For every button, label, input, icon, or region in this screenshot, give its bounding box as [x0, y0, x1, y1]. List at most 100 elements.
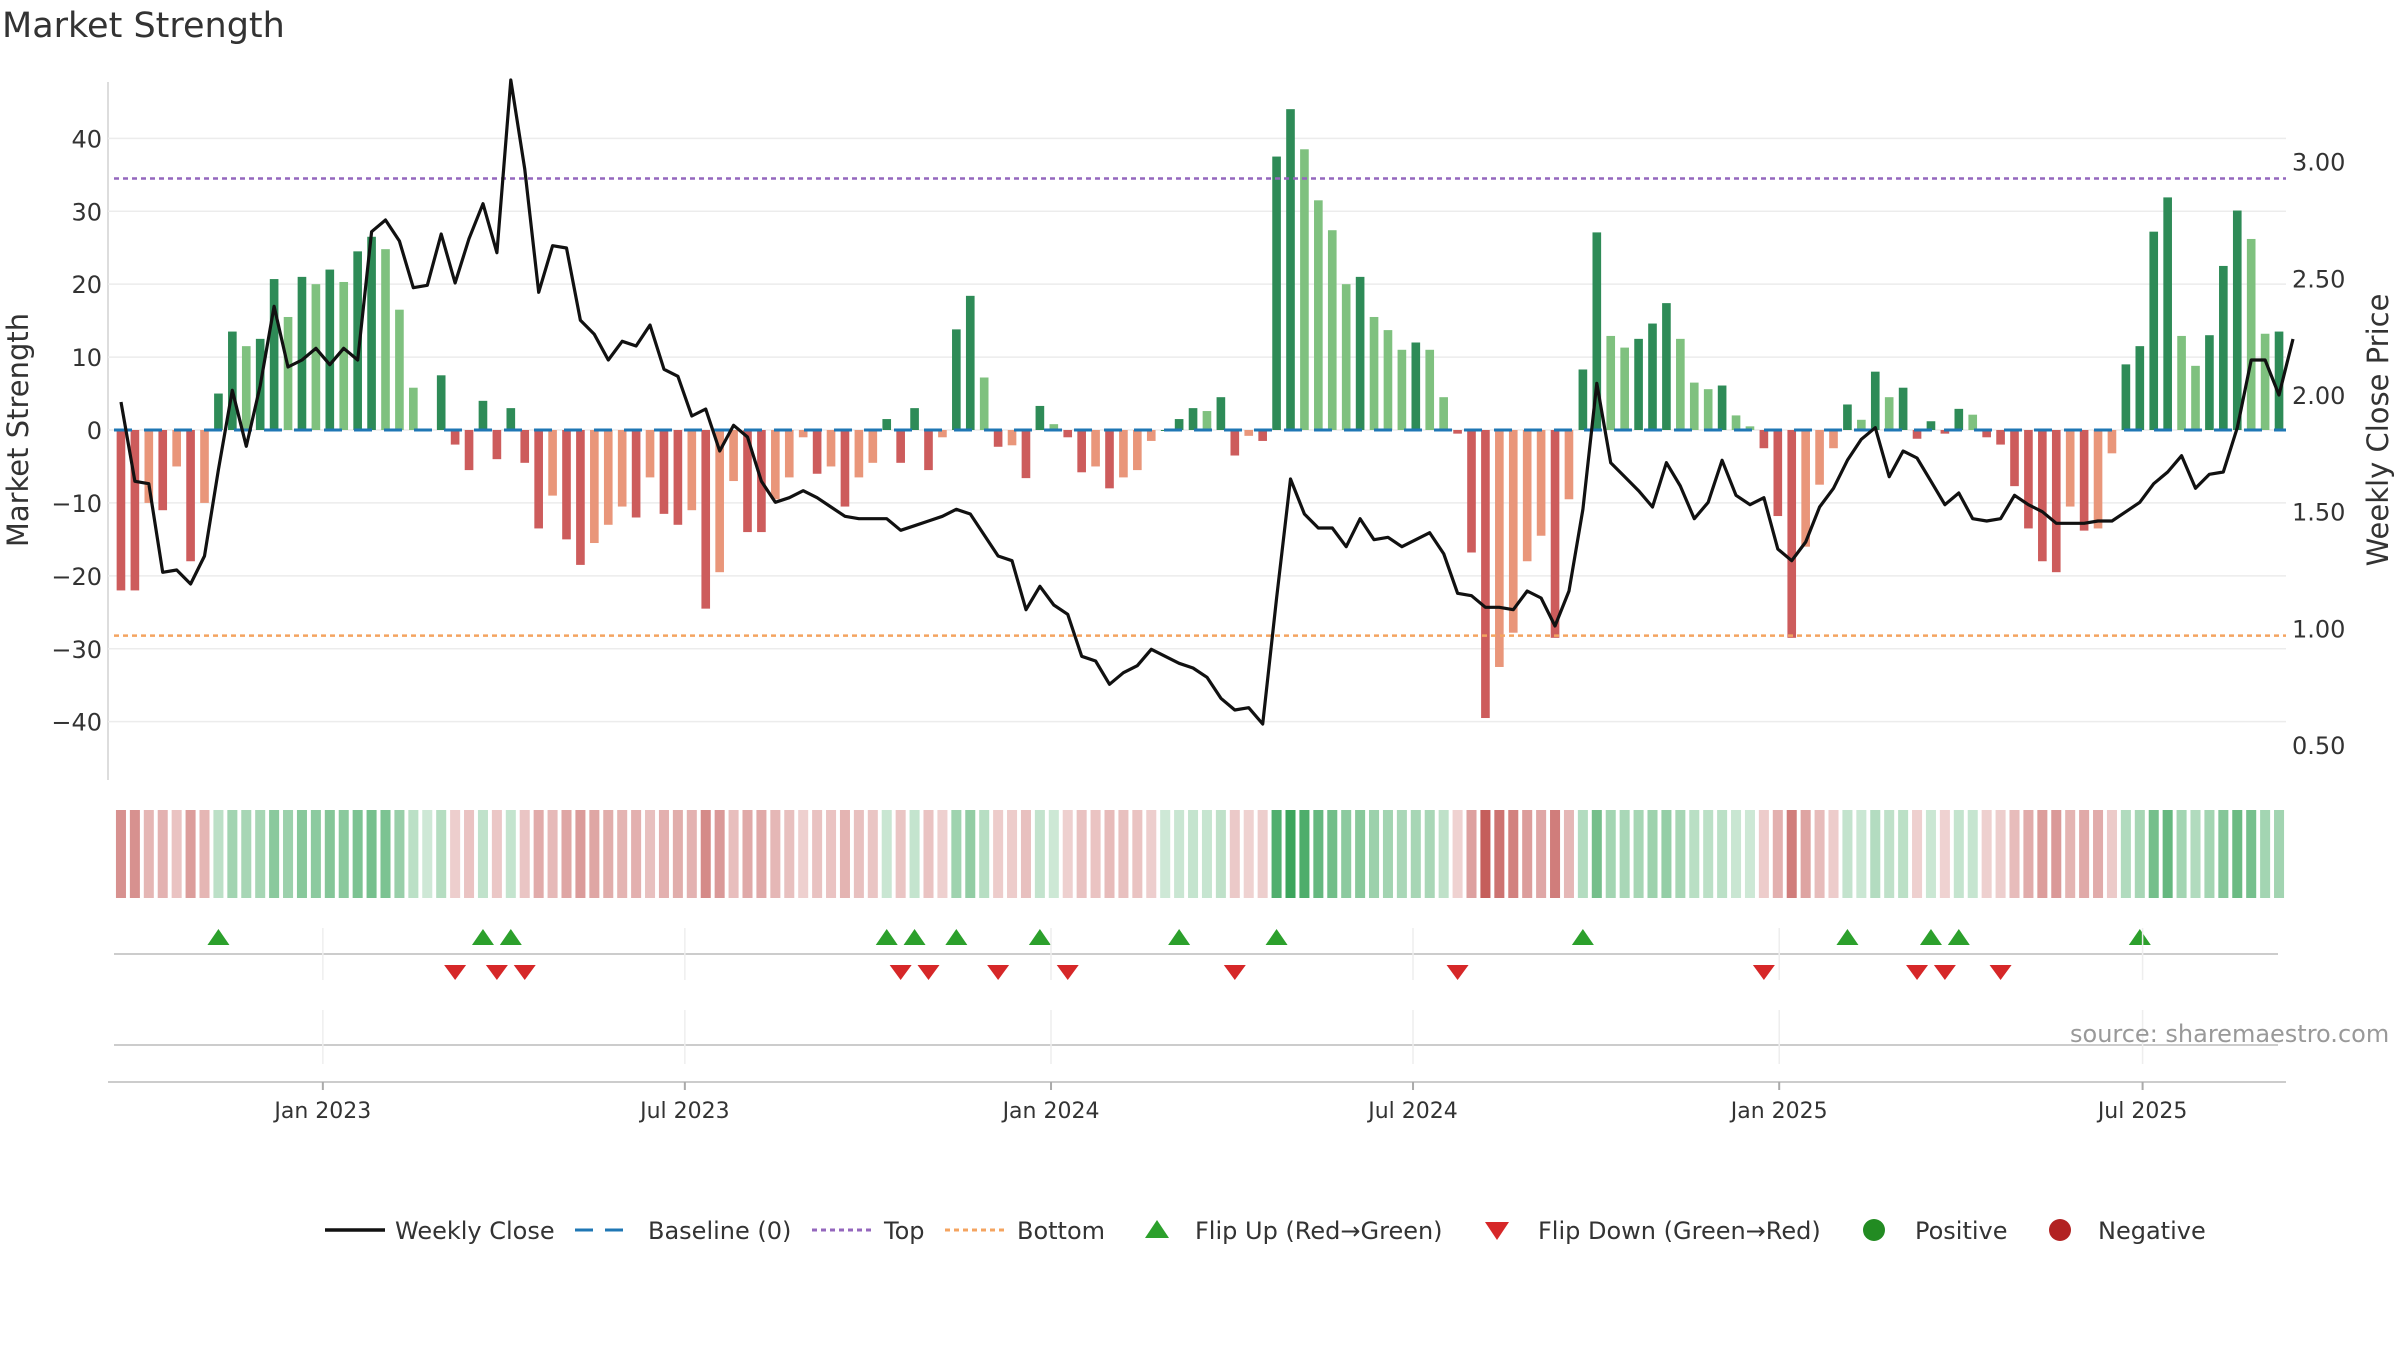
- y-tick-label: 0: [87, 417, 102, 445]
- heat-cell: [1369, 810, 1380, 898]
- heat-cell: [1424, 810, 1435, 898]
- strength-bar: [1049, 424, 1059, 430]
- strength-bar: [478, 400, 488, 430]
- strength-bar: [1077, 430, 1086, 473]
- strength-bar: [1355, 276, 1365, 430]
- x-tick-label: Jan 2025: [1729, 1099, 1828, 1124]
- strength-bar: [1982, 430, 1991, 438]
- heat-cell: [1870, 810, 1881, 898]
- heat-cell: [1522, 810, 1533, 898]
- strength-bar: [924, 430, 933, 471]
- heat-cell: [993, 810, 1004, 898]
- heat-cell: [2120, 810, 2131, 898]
- strength-bar: [2135, 346, 2145, 430]
- strength-bar: [1564, 430, 1574, 500]
- strength-bar: [826, 430, 836, 467]
- heat-cell: [255, 810, 266, 898]
- strength-bar: [1606, 335, 1616, 430]
- strength-bar: [1383, 330, 1393, 430]
- heat-cell: [2218, 810, 2229, 898]
- heat-cell: [129, 810, 140, 898]
- strength-bar: [2149, 231, 2159, 430]
- strength-bar: [1453, 430, 1462, 434]
- legend-swatch-negative: [2049, 1219, 2071, 1241]
- flip-up-marker: [1571, 929, 1594, 945]
- heat-cell: [1007, 810, 1018, 898]
- heat-cell: [1118, 810, 1129, 898]
- flip-down-marker: [1752, 965, 1775, 980]
- strength-bar: [798, 430, 808, 438]
- heat-cell: [352, 810, 363, 898]
- strength-bar: [2260, 333, 2270, 430]
- strength-bar: [297, 276, 307, 430]
- x-tick-label: Jul 2024: [1366, 1099, 1458, 1124]
- heat-cell: [1717, 810, 1728, 898]
- strength-bar: [673, 430, 683, 525]
- y2-tick-label: 1.50: [2292, 499, 2345, 527]
- legend-label: Flip Up (Red→Green): [1195, 1217, 1443, 1245]
- heat-cell: [2037, 810, 2048, 898]
- heat-cell: [2190, 810, 2201, 898]
- heat-cell: [658, 810, 669, 898]
- strength-bar: [1230, 430, 1240, 456]
- strength-bar: [2107, 430, 2117, 454]
- heat-cell: [700, 810, 711, 898]
- flip-up-marker: [207, 929, 230, 945]
- heat-cell: [1953, 810, 1964, 898]
- flip-up-marker: [1947, 929, 1970, 945]
- heat-cell: [464, 810, 475, 898]
- strength-bar: [311, 284, 321, 430]
- strength-bar: [743, 430, 752, 533]
- heat-cell: [1842, 810, 1853, 898]
- x-tick-label: Jul 2025: [2096, 1099, 2188, 1124]
- heat-cell: [408, 810, 419, 898]
- heat-cell: [1884, 810, 1895, 898]
- heat-cell: [547, 810, 558, 898]
- strength-bar: [576, 430, 585, 565]
- legend-swatch-flip-down: [1485, 1222, 1509, 1240]
- heat-cell: [394, 810, 405, 898]
- heat-cell: [867, 810, 878, 898]
- strength-bar: [979, 377, 989, 430]
- heat-cell: [1048, 810, 1059, 898]
- strength-bar: [1676, 338, 1685, 430]
- heat-cell: [171, 810, 182, 898]
- heat-cell: [1939, 810, 1950, 898]
- strength-bar: [1007, 430, 1017, 446]
- strength-bar: [1703, 389, 1713, 430]
- strength-bar: [172, 430, 181, 467]
- strength-bar: [701, 430, 711, 609]
- heat-cell: [1174, 810, 1185, 898]
- strength-bar: [1327, 230, 1337, 430]
- strength-bar: [1996, 430, 2005, 445]
- strength-bar: [241, 346, 251, 430]
- legend-label: Weekly Close: [395, 1217, 555, 1245]
- heat-cell: [742, 810, 753, 898]
- heat-cell: [1452, 810, 1463, 898]
- heat-cell: [2093, 810, 2104, 898]
- flip-down-marker: [513, 965, 536, 980]
- strength-bar: [283, 316, 293, 430]
- flip-up-marker: [1919, 929, 1942, 945]
- strength-bar: [2121, 364, 2131, 430]
- flip-down-marker: [1223, 965, 1246, 980]
- strength-bar: [1244, 430, 1254, 436]
- heat-cell: [2204, 810, 2215, 898]
- heat-cell: [1563, 810, 1574, 898]
- strength-bar: [2038, 430, 2047, 562]
- heat-cell: [324, 810, 335, 898]
- strength-bar: [784, 430, 794, 478]
- strength-bar: [1870, 371, 1880, 430]
- heat-cell: [1299, 810, 1310, 898]
- y2-tick-label: 3.00: [2292, 149, 2345, 177]
- heat-cell: [575, 810, 586, 898]
- strength-bar: [409, 387, 418, 430]
- strength-bar: [1188, 408, 1198, 430]
- heat-cell: [1271, 810, 1282, 898]
- heat-cell: [1313, 810, 1324, 898]
- strength-bar: [353, 251, 362, 430]
- heat-cell: [269, 810, 280, 898]
- strength-bar: [2065, 430, 2075, 507]
- strength-bar: [1146, 430, 1156, 441]
- strength-bar: [506, 408, 516, 430]
